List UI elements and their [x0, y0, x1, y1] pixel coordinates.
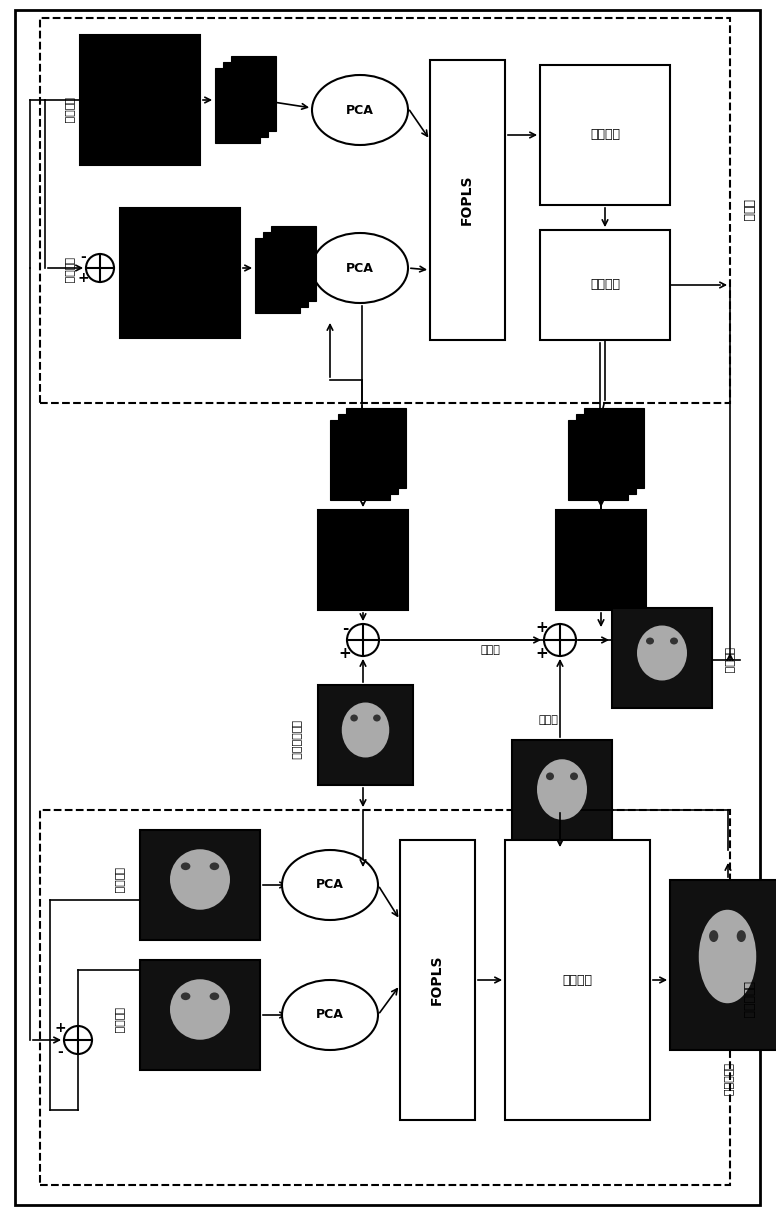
Ellipse shape — [181, 993, 190, 1000]
Bar — [400, 840, 475, 1120]
Text: 低分辨率: 低分辨率 — [63, 256, 73, 283]
Ellipse shape — [312, 75, 408, 145]
Text: +: + — [54, 1021, 66, 1035]
Text: FOPLS: FOPLS — [460, 175, 474, 225]
Ellipse shape — [736, 931, 746, 942]
Text: 低分辨率: 低分辨率 — [113, 866, 123, 893]
Text: 高分辨率: 高分辨率 — [63, 97, 73, 123]
Ellipse shape — [350, 714, 358, 722]
Bar — [255, 238, 300, 313]
Text: 下采样: 下采样 — [742, 199, 754, 221]
Ellipse shape — [646, 638, 654, 644]
Text: +: + — [77, 271, 88, 286]
Text: -: - — [80, 250, 86, 264]
Bar — [330, 420, 390, 501]
Bar — [215, 68, 260, 143]
Bar — [140, 830, 260, 940]
Ellipse shape — [312, 233, 408, 303]
Bar — [271, 226, 316, 301]
Ellipse shape — [210, 993, 219, 1000]
Circle shape — [347, 625, 379, 656]
Bar — [338, 414, 398, 495]
Ellipse shape — [210, 863, 219, 870]
Text: 残差补偿: 残差补偿 — [590, 278, 620, 292]
Bar — [40, 18, 730, 403]
Circle shape — [544, 625, 576, 656]
Text: +: + — [535, 621, 549, 635]
Text: -: - — [341, 621, 348, 635]
Text: PCA: PCA — [346, 103, 374, 117]
Bar — [80, 35, 200, 165]
Ellipse shape — [537, 759, 587, 820]
Text: 全局脸重建: 全局脸重建 — [742, 982, 754, 1018]
Ellipse shape — [282, 981, 378, 1050]
Text: 邻域重建: 邻域重建 — [590, 129, 620, 141]
Bar — [512, 740, 612, 850]
Ellipse shape — [670, 638, 678, 644]
Ellipse shape — [181, 863, 190, 870]
Bar — [576, 414, 636, 495]
Bar — [430, 60, 505, 340]
Bar — [670, 880, 776, 1050]
Text: -: - — [57, 1045, 63, 1059]
Text: PCA: PCA — [316, 878, 344, 892]
Text: 邻域重建: 邻域重建 — [562, 973, 592, 987]
Text: 全局脸重建: 全局脸重建 — [722, 1063, 732, 1097]
Bar — [346, 408, 406, 488]
Text: FOPLS: FOPLS — [430, 955, 444, 1005]
Ellipse shape — [341, 702, 390, 757]
Ellipse shape — [546, 773, 554, 780]
Ellipse shape — [373, 714, 381, 722]
Bar — [40, 810, 730, 1185]
Text: PCA: PCA — [346, 261, 374, 275]
Bar — [263, 232, 308, 307]
Text: +: + — [535, 645, 549, 661]
Bar — [556, 510, 646, 610]
Bar — [318, 510, 408, 610]
Bar — [584, 408, 644, 488]
Bar — [505, 840, 650, 1120]
Text: +: + — [338, 645, 352, 661]
Ellipse shape — [637, 626, 687, 680]
Ellipse shape — [570, 773, 578, 780]
Bar — [318, 685, 413, 785]
Bar — [612, 608, 712, 708]
Text: PCA: PCA — [316, 1008, 344, 1022]
Ellipse shape — [170, 979, 230, 1040]
Ellipse shape — [698, 910, 757, 1004]
Ellipse shape — [709, 931, 719, 942]
Bar — [120, 208, 240, 338]
Ellipse shape — [282, 850, 378, 920]
Bar — [568, 420, 628, 501]
Circle shape — [64, 1025, 92, 1053]
Ellipse shape — [170, 849, 230, 910]
Text: 下采样: 下采样 — [480, 645, 500, 655]
Bar — [540, 64, 670, 205]
Text: 输入低分辨率: 输入低分辨率 — [290, 720, 300, 759]
Text: 全局脸: 全局脸 — [538, 714, 558, 725]
Text: 输出结果: 输出结果 — [723, 646, 733, 673]
Circle shape — [86, 254, 114, 282]
Text: 高分辨率: 高分辨率 — [113, 1007, 123, 1033]
Bar — [231, 56, 276, 131]
Bar — [540, 230, 670, 340]
Bar — [140, 960, 260, 1070]
Bar — [223, 62, 268, 137]
